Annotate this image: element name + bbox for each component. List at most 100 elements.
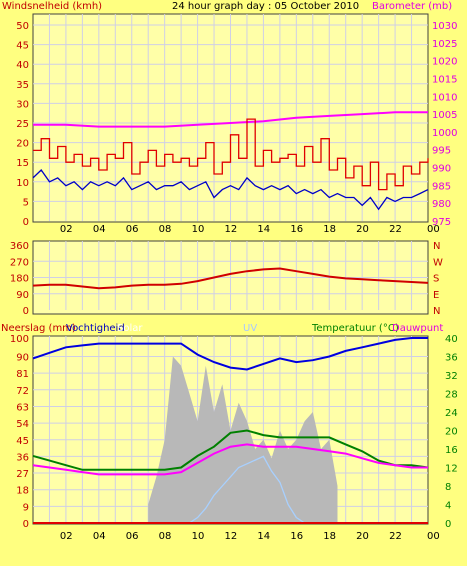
direction-tick-label: 270 bbox=[10, 257, 29, 268]
x-tick-label: 18 bbox=[323, 531, 336, 542]
wind-tick-label: 30 bbox=[16, 99, 29, 110]
dewpoint-line bbox=[32, 443, 428, 476]
x-tick-label: 10 bbox=[192, 531, 205, 542]
barometer-tick-label: 1015 bbox=[432, 74, 457, 85]
compass-label: E bbox=[433, 290, 439, 301]
temperature-tick-label: 4 bbox=[445, 501, 451, 512]
wind-tick-label: 25 bbox=[16, 119, 29, 130]
x-tick-label: 12 bbox=[225, 224, 238, 235]
humidity-line bbox=[32, 337, 428, 371]
wind-tick-label: 40 bbox=[16, 60, 29, 71]
x-tick-label: 16 bbox=[290, 224, 303, 235]
barometer-axis-label: Barometer (mb) bbox=[372, 1, 452, 12]
gust-line bbox=[32, 169, 429, 211]
rain-tick-label: 0 bbox=[23, 519, 29, 530]
wind-tick-label: 50 bbox=[16, 21, 29, 32]
rain-tick-label: 18 bbox=[16, 486, 29, 497]
x-tick-label: 12 bbox=[225, 531, 238, 542]
x-tick-label: 14 bbox=[257, 531, 270, 542]
x-tick-label: 04 bbox=[93, 224, 106, 235]
temperature-tick-label: 20 bbox=[445, 427, 458, 438]
temperature-tick-label: 40 bbox=[445, 334, 458, 345]
direction-tick-label: 0 bbox=[23, 306, 29, 317]
temperature-tick-label: 12 bbox=[445, 464, 458, 475]
wind-tick-label: 35 bbox=[16, 80, 29, 91]
rain-tick-label: 81 bbox=[16, 369, 29, 380]
x-tick-label: 08 bbox=[159, 224, 172, 235]
temperature-label: Temperatuur (°C) bbox=[311, 323, 399, 334]
rain-tick-label: 90 bbox=[16, 353, 29, 364]
barometer-tick-label: 1020 bbox=[432, 57, 457, 68]
x-tick-label: 00 bbox=[427, 531, 440, 542]
solar-area bbox=[148, 356, 338, 523]
x-tick-label: 04 bbox=[93, 531, 106, 542]
wind-tick-label: 20 bbox=[16, 139, 29, 150]
rain-tick-label: 45 bbox=[16, 436, 29, 447]
x-tick-label: 06 bbox=[126, 531, 139, 542]
direction-tick-label: 90 bbox=[16, 290, 29, 301]
wind-tick-label: 15 bbox=[16, 158, 29, 169]
rain-tick-label: 36 bbox=[16, 452, 29, 463]
x-tick-label: 08 bbox=[159, 531, 172, 542]
humidity-label: Vochtigheid bbox=[66, 323, 125, 334]
barometer-tick-label: 1000 bbox=[432, 128, 457, 139]
rain-tick-label: 27 bbox=[16, 469, 29, 480]
x-tick-label: 22 bbox=[389, 224, 402, 235]
compass-label: N bbox=[433, 241, 440, 252]
temperature-tick-label: 8 bbox=[445, 482, 451, 493]
rain-tick-label: 9 bbox=[23, 502, 29, 513]
barometer-line bbox=[33, 111, 428, 128]
compass-label: W bbox=[433, 257, 443, 268]
temperature-line bbox=[32, 429, 429, 471]
barometer-tick-label: 1025 bbox=[432, 39, 457, 50]
uv-line bbox=[189, 455, 305, 524]
barometer-tick-label: 980 bbox=[432, 199, 451, 210]
data-layer bbox=[32, 111, 429, 524]
direction-tick-label: 180 bbox=[10, 274, 29, 285]
x-tick-label: 02 bbox=[60, 224, 73, 235]
chart-title: 24 hour graph day : 05 October 2010 bbox=[172, 1, 359, 12]
barometer-tick-label: 1005 bbox=[432, 110, 457, 121]
temperature-tick-label: 24 bbox=[445, 408, 458, 419]
uv-label: UV bbox=[243, 323, 257, 334]
barometer-tick-label: 1030 bbox=[432, 21, 457, 32]
temperature-tick-label: 0 bbox=[445, 519, 451, 530]
x-tick-label: 06 bbox=[126, 224, 139, 235]
rain-axis-label: Neerslag (mm) bbox=[1, 323, 76, 334]
compass-label: S bbox=[433, 274, 439, 285]
barometer-tick-label: 990 bbox=[432, 164, 451, 175]
rain-tick-label: 63 bbox=[16, 402, 29, 413]
temperature-tick-label: 36 bbox=[445, 353, 458, 364]
rain-tick-label: 54 bbox=[16, 419, 29, 430]
temperature-tick-label: 28 bbox=[445, 390, 458, 401]
x-tick-label: 20 bbox=[356, 531, 369, 542]
rain-tick-label: 100 bbox=[10, 334, 29, 345]
barometer-tick-label: 995 bbox=[432, 146, 451, 157]
temperature-tick-label: 16 bbox=[445, 445, 458, 456]
temperature-tick-label: 32 bbox=[445, 371, 458, 382]
dewpoint-label: Dauwpunt bbox=[392, 323, 443, 334]
x-tick-label: 14 bbox=[257, 224, 270, 235]
direction-tick-label: 360 bbox=[10, 241, 29, 252]
x-tick-label: 02 bbox=[60, 531, 73, 542]
wind-direction-line bbox=[32, 267, 429, 290]
barometer-tick-label: 985 bbox=[432, 181, 451, 192]
wind-tick-label: 45 bbox=[16, 41, 29, 52]
x-tick-label: 00 bbox=[427, 224, 440, 235]
wind-tick-label: 5 bbox=[23, 197, 29, 208]
wind-tick-label: 0 bbox=[23, 217, 29, 228]
wind-axis-label: Windsnelheid (kmh) bbox=[2, 1, 102, 12]
x-tick-label: 20 bbox=[356, 224, 369, 235]
barometer-tick-label: 1010 bbox=[432, 92, 457, 103]
x-tick-label: 10 bbox=[192, 224, 205, 235]
x-tick-label: 16 bbox=[290, 531, 303, 542]
compass-label: N bbox=[433, 306, 440, 317]
x-tick-label: 22 bbox=[389, 531, 402, 542]
wind-speed-line bbox=[33, 118, 429, 191]
barometer-tick-label: 975 bbox=[432, 217, 451, 228]
wind-tick-label: 10 bbox=[16, 178, 29, 189]
rain-tick-label: 72 bbox=[16, 386, 29, 397]
